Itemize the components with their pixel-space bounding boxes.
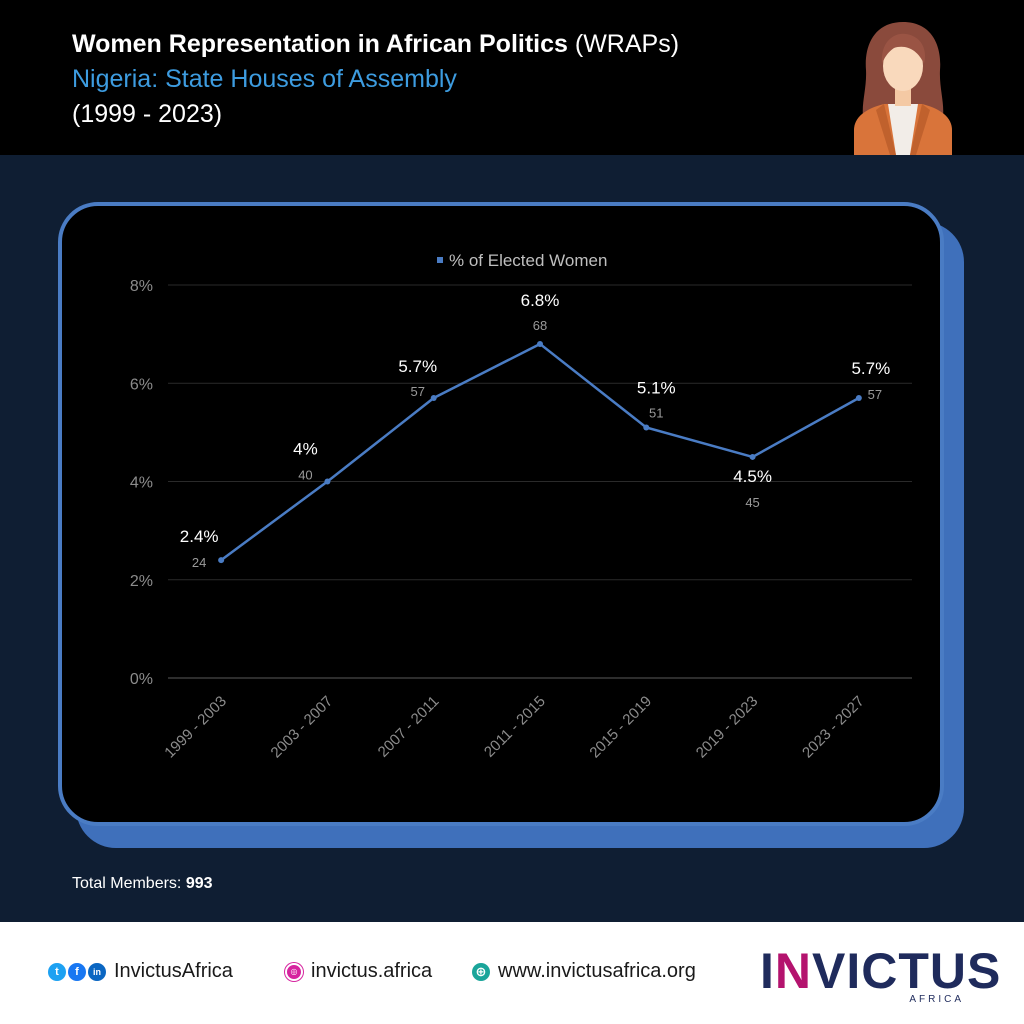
facebook-icon[interactable]: f bbox=[68, 962, 86, 981]
data-point bbox=[749, 453, 756, 460]
woman-avatar-icon bbox=[854, 22, 952, 155]
data-point bbox=[218, 557, 225, 564]
website-link: ⊕ www.invictusafrica.org bbox=[472, 960, 696, 983]
chart-grid bbox=[168, 284, 912, 679]
y-tick-label: 2% bbox=[130, 573, 153, 590]
title-main: Women Representation in African Politics bbox=[72, 30, 568, 58]
x-tick-label: 2003 - 2007 bbox=[268, 693, 337, 762]
social-handles: t f in InvictusAfrica bbox=[48, 960, 233, 983]
y-axis: 0% 2% 4% 6% 8% bbox=[130, 278, 153, 688]
total-members: Total Members: 993 bbox=[72, 875, 213, 893]
data-label-percent: 4% bbox=[293, 440, 318, 459]
data-point bbox=[537, 340, 543, 347]
data-point bbox=[324, 478, 331, 485]
globe-icon[interactable]: ⊕ bbox=[472, 962, 490, 981]
legend-marker bbox=[437, 257, 443, 263]
y-tick-label: 6% bbox=[130, 376, 153, 393]
footer: t f in InvictusAfrica ◎ invictus.africa … bbox=[0, 922, 1024, 1024]
invictus-logo: INVICTUS AFRICA bbox=[760, 942, 1000, 1012]
data-label-count: 57 bbox=[410, 384, 424, 399]
page-subtitle: Nigeria: State Houses of Assembly bbox=[72, 65, 457, 93]
website-text[interactable]: www.invictusafrica.org bbox=[498, 960, 696, 982]
x-tick-label: 2015 - 2019 bbox=[586, 693, 655, 762]
x-tick-label: 2023 - 2027 bbox=[799, 693, 868, 762]
x-axis: 1999 - 2003 2003 - 2007 2007 - 2011 2011 - … bbox=[161, 693, 867, 762]
data-label-percent: 6.8% bbox=[521, 291, 560, 310]
twitter-icon[interactable]: t bbox=[48, 962, 66, 981]
linkedin-icon[interactable]: in bbox=[88, 962, 106, 981]
page-period: (1999 - 2023) bbox=[72, 100, 223, 128]
logo-wordmark: INVICTUS bbox=[760, 943, 1002, 999]
x-tick-label: 2011 - 2015 bbox=[481, 693, 549, 761]
page-title: Women Representation in African Politics… bbox=[72, 30, 679, 59]
instagram-handle: ◎ invictus.africa bbox=[285, 960, 432, 983]
legend-label: % of Elected Women bbox=[449, 251, 607, 270]
data-points bbox=[218, 340, 862, 564]
instagram-icon[interactable]: ◎ bbox=[285, 962, 303, 981]
data-label-percent: 5.1% bbox=[637, 378, 676, 397]
social-handle-text[interactable]: InvictusAfrica bbox=[114, 960, 233, 982]
x-tick-label: 1999 - 2003 bbox=[161, 693, 230, 762]
data-label-percent: 2.4% bbox=[180, 527, 219, 546]
total-members-label: Total Members: bbox=[72, 875, 186, 892]
title-abbreviation: (WRAPs) bbox=[574, 30, 680, 58]
data-label-count: 68 bbox=[533, 318, 547, 333]
header: Women Representation in African Politics… bbox=[0, 0, 1024, 155]
data-labels: 2.4% 24 4% 40 5.7% 57 6.8% 68 5.1% 51 4.5% 45 5.7% 57 bbox=[180, 291, 890, 570]
y-tick-label: 4% bbox=[130, 475, 153, 492]
data-label-percent: 4.5% bbox=[733, 467, 772, 486]
data-label-count: 24 bbox=[192, 555, 206, 570]
data-label-count: 40 bbox=[298, 468, 312, 483]
data-label-percent: 5.7% bbox=[851, 359, 890, 378]
y-tick-label: 8% bbox=[130, 278, 153, 295]
y-tick-label: 0% bbox=[130, 671, 153, 688]
chart-legend: % of Elected Women bbox=[437, 251, 607, 270]
total-members-value: 993 bbox=[185, 875, 213, 892]
data-label-count: 57 bbox=[868, 387, 882, 402]
x-tick-label: 2019 - 2023 bbox=[693, 693, 762, 762]
data-point bbox=[430, 394, 437, 401]
data-point bbox=[643, 424, 650, 431]
data-point bbox=[855, 394, 862, 401]
data-label-percent: 5.7% bbox=[398, 357, 437, 376]
data-label-count: 51 bbox=[649, 405, 663, 420]
x-tick-label: 2007 - 2011 bbox=[375, 693, 443, 761]
logo-subtext: AFRICA bbox=[909, 994, 964, 1005]
data-label-count: 45 bbox=[745, 495, 759, 510]
chart-card bbox=[58, 202, 944, 826]
instagram-text[interactable]: invictus.africa bbox=[311, 960, 433, 982]
